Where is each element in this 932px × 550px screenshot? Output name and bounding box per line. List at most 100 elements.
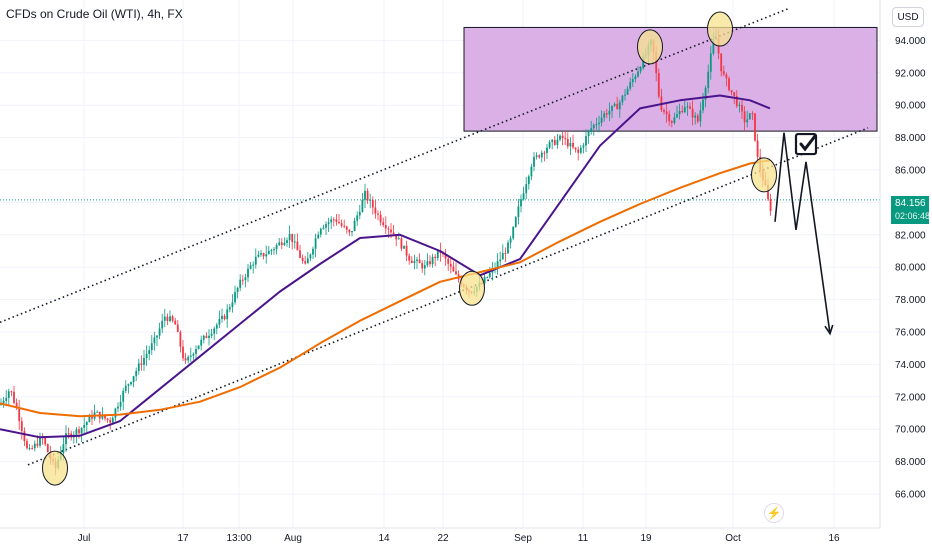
- candle-body: [325, 224, 327, 228]
- candle-body: [694, 115, 697, 118]
- candle-body: [260, 253, 262, 255]
- candle-body: [400, 238, 403, 249]
- candle-body: [416, 259, 418, 262]
- candle-body: [455, 271, 457, 275]
- time-axis[interactable]: Jul 17 13:00 Aug 14 22 Sep 11 19 Oct 16: [0, 527, 880, 550]
- candle-body: [676, 114, 678, 118]
- candle-body: [210, 333, 213, 336]
- candle-body: [132, 376, 135, 383]
- candle-body: [397, 238, 400, 240]
- candle-body: [733, 92, 736, 97]
- candle-body: [504, 253, 507, 255]
- candle-body: [488, 272, 491, 278]
- candle-body: [88, 416, 91, 423]
- x-tick-label: Jul: [78, 533, 91, 544]
- candle-body: [546, 147, 548, 153]
- candle-body: [564, 138, 567, 140]
- lightning-icon[interactable]: ⚡: [764, 503, 784, 523]
- candle-body: [171, 316, 174, 321]
- candle-body: [418, 259, 421, 264]
- y-tick-label: 94.000: [895, 36, 926, 47]
- ma-fast-line: [0, 94, 771, 439]
- y-tick-label: 70.000: [895, 425, 926, 436]
- candle-body: [5, 397, 8, 401]
- candle-body: [335, 219, 338, 222]
- candle-body: [730, 90, 733, 93]
- candle-body: [631, 79, 634, 83]
- candle-body: [754, 113, 756, 141]
- price-axis[interactable]: 66.000 68.000 70.000 72.000 74.000 76.000 78.0…: [879, 0, 932, 550]
- candle-body: [28, 448, 31, 450]
- candle-body: [665, 111, 668, 115]
- candle-body: [10, 391, 13, 393]
- candle-body: [78, 429, 80, 434]
- candle-body: [533, 156, 535, 167]
- chart-title: CFDs on Crude Oil (WTI), 4h, FX: [6, 7, 183, 21]
- candle-body: [556, 139, 559, 145]
- y-tick-label: 74.000: [895, 360, 926, 371]
- candle-body: [514, 217, 517, 227]
- candle-body: [361, 199, 364, 212]
- candle-body: [244, 277, 247, 281]
- candle-body: [278, 242, 281, 246]
- x-tick-label: 16: [828, 533, 840, 544]
- candle-body: [273, 249, 275, 251]
- candle-body: [678, 110, 681, 115]
- candle-body: [551, 139, 554, 143]
- y-tick-label: 66.000: [895, 490, 926, 501]
- candle-body: [39, 436, 41, 446]
- candle-body: [377, 213, 379, 215]
- candle-body: [600, 117, 603, 123]
- candle-body: [286, 240, 288, 243]
- candle-body: [218, 319, 221, 325]
- candle-body: [449, 263, 452, 267]
- time-axis-bg: [0, 528, 880, 550]
- candle-body: [137, 363, 140, 371]
- candle-body: [150, 343, 153, 351]
- candle-body: [338, 221, 340, 224]
- candle-body: [501, 253, 504, 260]
- candle-body: [145, 354, 148, 358]
- candle-body: [18, 408, 21, 422]
- highlight-circle: [459, 270, 485, 306]
- candle-body: [223, 315, 226, 320]
- candle-body: [239, 279, 242, 288]
- candle-body: [574, 147, 577, 150]
- candle-body: [595, 124, 598, 126]
- candle-body: [299, 250, 301, 258]
- candle-body: [153, 337, 156, 344]
- candle-body: [704, 87, 707, 100]
- candle-body: [702, 99, 704, 111]
- candle-body: [683, 107, 686, 113]
- candle-body: [236, 287, 239, 293]
- candle-body: [33, 443, 36, 449]
- candle-body: [530, 166, 533, 177]
- candle-body: [699, 110, 702, 122]
- candle-body: [423, 265, 426, 269]
- candle-body: [590, 128, 593, 131]
- candle-body: [743, 111, 746, 123]
- candle-body: [707, 71, 710, 88]
- candle-body: [213, 328, 216, 334]
- candle-body: [317, 234, 320, 239]
- projection-path: [774, 132, 834, 336]
- candle-body: [161, 320, 164, 329]
- currency-button[interactable]: USD: [892, 7, 924, 27]
- candle-body: [179, 331, 182, 347]
- ma-slow-line: [0, 159, 771, 418]
- candle-body: [382, 222, 385, 226]
- candle-body: [543, 152, 546, 154]
- candle-body: [507, 242, 509, 254]
- candle-body: [197, 345, 200, 349]
- candle-body: [148, 350, 151, 355]
- candle-body: [124, 385, 127, 391]
- candle-body: [431, 256, 434, 265]
- candle-body: [379, 214, 382, 223]
- candle-body: [13, 391, 15, 403]
- candle-body: [205, 335, 208, 338]
- candle-body: [345, 226, 348, 230]
- candle-body: [221, 315, 223, 320]
- candle-body: [275, 245, 278, 250]
- candle-body: [668, 114, 671, 122]
